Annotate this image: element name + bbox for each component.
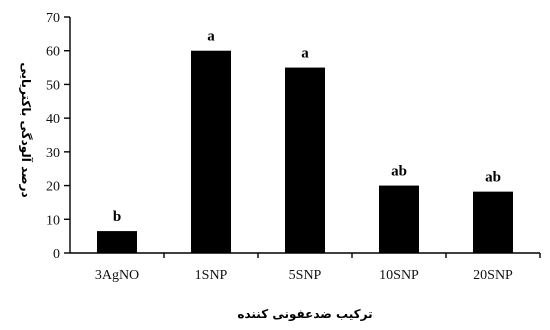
- y-ticks-layer: 0 10 20 30 40 50 60 70: [46, 11, 70, 262]
- y-tick-label: 0: [53, 247, 60, 262]
- bar-10snp: [379, 185, 419, 253]
- x-category-label: 5SNP: [289, 268, 322, 283]
- bar-20snp: [473, 191, 513, 253]
- bars-layer: [97, 50, 513, 253]
- bar-1snp: [191, 50, 231, 253]
- y-tick-label: 70: [46, 11, 60, 26]
- significance-letter: ab: [391, 164, 407, 180]
- y-tick-label: 20: [46, 180, 60, 195]
- y-tick-label: 40: [46, 112, 60, 127]
- x-category-label: 1SNP: [195, 268, 228, 283]
- significance-letters-layer: b a a ab ab: [113, 29, 501, 225]
- x-category-label: 3AgNO: [95, 268, 139, 283]
- x-category-label: 20SNP: [473, 268, 513, 283]
- significance-letter: a: [301, 46, 309, 62]
- bar-3agno: [97, 231, 137, 253]
- y-tick-label: 60: [46, 45, 60, 60]
- x-category-label: 10SNP: [379, 268, 419, 283]
- x-category-labels-layer: 3AgNO 1SNP 5SNP 10SNP 20SNP: [95, 253, 541, 283]
- y-tick-label: 50: [46, 78, 60, 93]
- significance-letter: b: [113, 209, 121, 225]
- y-tick-label: 10: [46, 213, 60, 228]
- x-axis-title: ترکیب ضدعفونی کننده: [237, 307, 372, 322]
- bar-5snp: [285, 67, 325, 253]
- significance-letter: ab: [485, 170, 501, 186]
- y-tick-label: 30: [46, 146, 60, 161]
- y-axis-title: درصد آلودگی باکتریایی: [18, 62, 34, 197]
- significance-letter: a: [207, 29, 215, 45]
